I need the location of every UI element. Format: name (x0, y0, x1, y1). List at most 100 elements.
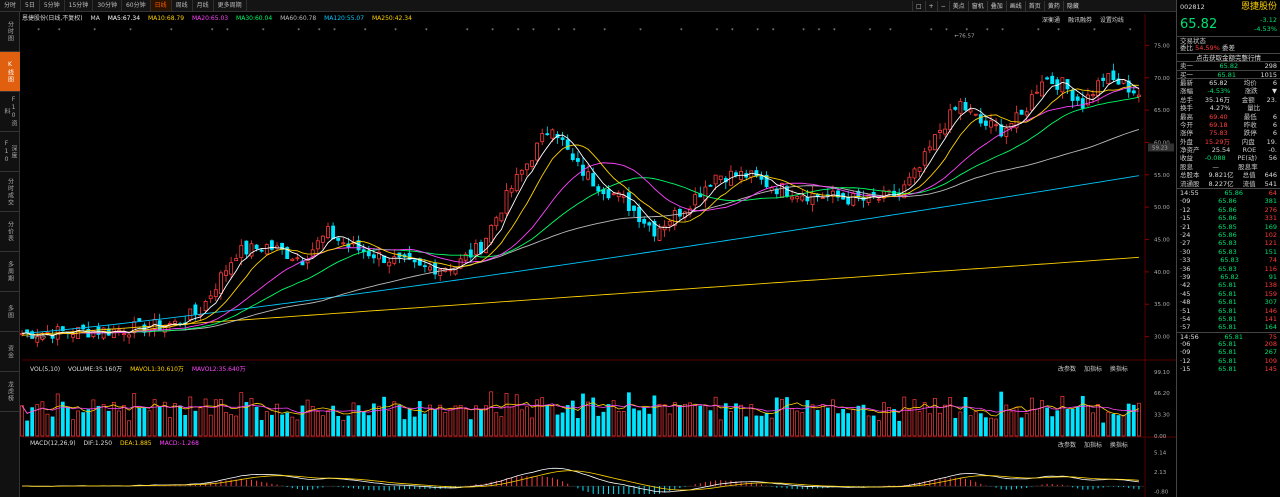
tool-yellow[interactable]: 黄药 (1043, 0, 1063, 12)
candle-up (948, 109, 953, 130)
weibi-label: 委比 (1180, 44, 1193, 53)
tab-weekly[interactable]: 周线 (172, 0, 193, 11)
ma60-line (21, 129, 1140, 336)
stat-cell: 最低 (1243, 112, 1257, 121)
link-margin[interactable]: 融讯融券 (1067, 17, 1092, 24)
vol-switch-indicator[interactable]: 换指标 (1109, 366, 1128, 373)
tool-window[interactable]: 窗机 (967, 0, 987, 12)
tick-time: ·30 (1180, 247, 1191, 256)
candle-up (672, 210, 677, 226)
candle-up (938, 129, 942, 133)
stat-row: 外盘 15.29万 内盘 19. (1177, 138, 1280, 146)
tab-15min[interactable]: 15分钟 (65, 0, 94, 11)
sidebar-item-kline[interactable]: K线图 (0, 52, 20, 92)
volume-bar-up (1014, 407, 1019, 437)
tab-daily[interactable]: 日线 (150, 0, 172, 11)
volume-bar-up (672, 402, 677, 437)
volume-bar-up (122, 405, 126, 437)
tab-1min[interactable]: 分时 (0, 0, 22, 11)
tool-hide[interactable]: 隐藏 (1062, 0, 1082, 12)
zoom-in-button[interactable]: + (924, 0, 937, 12)
volume-bar-up (876, 420, 881, 437)
sidebar-item-lhb[interactable]: 龙虎榜 (0, 372, 20, 412)
level2-link[interactable]: 点击获取金额完整行情 (1196, 53, 1261, 62)
volume-bar-down (1050, 416, 1055, 437)
tab-more-periods[interactable]: 更多周期 (214, 0, 247, 11)
tool-home[interactable]: 首页 (1024, 0, 1044, 12)
volume-bar-down (25, 420, 29, 437)
event-marker-icon: * (680, 28, 683, 34)
sidebar-item-price-table[interactable]: 分价表 (0, 212, 20, 252)
volume-bar-up (219, 399, 223, 437)
candle-down (805, 197, 810, 202)
volume-bar-down (285, 412, 290, 437)
candle-down (545, 133, 550, 136)
zoom-out-button[interactable]: − (936, 0, 949, 12)
volume-bar-down (871, 415, 876, 437)
tool-beautify[interactable]: 美点 (948, 0, 968, 12)
tab-monthly[interactable]: 月线 (193, 0, 214, 11)
candle-up (810, 192, 815, 205)
stat-cell: 6 (1272, 78, 1277, 87)
volume-bar-up (321, 415, 325, 437)
candle-up (1106, 73, 1111, 84)
tab-30min[interactable]: 30分钟 (93, 0, 122, 11)
candle-up (463, 253, 468, 261)
stat-cell: 总值 (1242, 171, 1256, 180)
chart-tools: □ + − 美点 窗机 叠加 画线 首页 黄药 隐藏 (912, 0, 1082, 12)
candle-down (254, 244, 259, 249)
sidebar-item-capital[interactable]: 资金 (0, 332, 20, 372)
candle-down (677, 209, 682, 217)
volume-bar-down (30, 407, 35, 437)
volume-bar-down (280, 414, 284, 437)
volume-bar-down (417, 401, 422, 437)
volume-bar-up (902, 396, 907, 437)
tool-box[interactable]: □ (912, 0, 925, 12)
volume-bar-up (938, 412, 942, 437)
candle-up (504, 190, 509, 214)
sidebar-item-f10[interactable]: F10资料 (0, 92, 20, 132)
sidebar-item-trades[interactable]: 分时成交 (0, 172, 20, 212)
weibi-value: 54.59% (1195, 44, 1220, 53)
vol-add-indicator[interactable]: 加指标 (1083, 366, 1102, 373)
macd-switch-indicator[interactable]: 换指标 (1109, 442, 1128, 449)
tick-list: 14:55 65.86 64 ·09 65.86 381 ·12 65.86 276 ·15 65.… (1177, 188, 1280, 374)
stat-cell: 65.82 (1209, 78, 1228, 87)
tab-5min[interactable]: 5分钟 (40, 0, 65, 11)
event-marker-icon: * (930, 28, 933, 34)
sidebar-item-deep-f10[interactable]: 深度F10 (0, 132, 20, 172)
vol-edit-params[interactable]: 改参数 (1058, 366, 1077, 373)
tab-60min[interactable]: 60分钟 (122, 0, 151, 11)
volume-bar-up (688, 402, 692, 437)
macd-add-indicator[interactable]: 加指标 (1083, 442, 1102, 449)
candle-up (586, 171, 591, 180)
volume-bar-up (76, 410, 80, 437)
volume-bar-up (530, 417, 534, 437)
high-label: ←76.57 (954, 33, 975, 39)
tool-overlay[interactable]: 叠加 (986, 0, 1006, 12)
link-hk-connect[interactable]: 深衡通 (1042, 17, 1061, 24)
volume-bar-up (111, 401, 116, 437)
candle-up (1085, 94, 1090, 106)
tick-volume: 381 (1264, 197, 1277, 206)
stat-cell: 净资产 (1180, 146, 1200, 155)
stat-cell: 涨幅 (1180, 87, 1193, 96)
sidebar-item-multi-period[interactable]: 多周期 (0, 252, 20, 292)
volume-bar-up (703, 405, 708, 437)
candle-up (377, 251, 381, 260)
volume-bar-down (759, 415, 764, 437)
link-set-ma[interactable]: 设置均线 (1099, 17, 1124, 24)
tick-price: 65.81 (1218, 365, 1237, 374)
vol-volume: VOLUME:35.160万 (68, 366, 123, 373)
sidebar-item-multi-chart[interactable]: 多图 (0, 292, 20, 332)
macd-edit-params[interactable]: 改参数 (1058, 442, 1077, 449)
candle-down (647, 222, 652, 226)
volume-bar-up (489, 391, 494, 437)
stat-cell: 金额 (1241, 95, 1255, 104)
sidebar-item-timeshare[interactable]: 分时图 (0, 12, 20, 52)
tab-5day[interactable]: 5日 (21, 0, 40, 11)
vol-axis-label: 99.10 (1154, 370, 1170, 376)
event-marker-icon: * (491, 28, 494, 34)
tool-draw[interactable]: 画线 (1005, 0, 1025, 12)
candle-up (188, 308, 193, 321)
